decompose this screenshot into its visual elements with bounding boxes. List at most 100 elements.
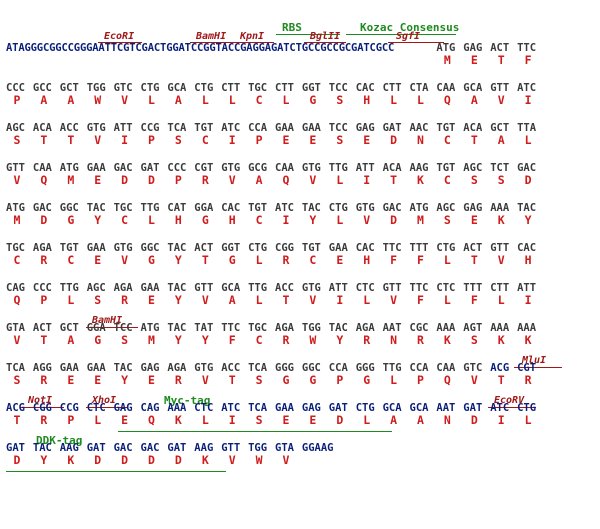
amino-acid: G <box>228 253 236 267</box>
amino-acid: Q <box>443 93 451 107</box>
amino-acid: R <box>201 173 209 187</box>
codon: GTG <box>355 202 375 214</box>
codon: TTG <box>328 162 348 174</box>
codon: TAC <box>32 442 52 454</box>
amino-acid: L <box>443 253 451 267</box>
amino-acid: T <box>13 413 21 427</box>
amino-acid: G <box>309 93 317 107</box>
amino-acid: Y <box>174 253 182 267</box>
amino-acid: E <box>148 373 155 387</box>
codon: GAT <box>463 402 483 414</box>
codon: GCT <box>59 82 79 94</box>
codon: GAC <box>113 162 133 174</box>
amino-acid: V <box>94 133 102 147</box>
codon: ATG <box>436 42 456 54</box>
codon: GTG <box>194 362 214 374</box>
codon: TAC <box>301 202 321 214</box>
codon: CAT <box>167 202 187 214</box>
codon: ACA <box>32 122 52 134</box>
amino-acid: V <box>309 173 317 187</box>
amino-acid: Y <box>174 293 182 307</box>
amino-acid: P <box>336 373 344 387</box>
amino-acid: H <box>228 213 236 227</box>
amino-acid: I <box>282 213 290 227</box>
amino-acid: V <box>121 253 129 267</box>
codon: TTC <box>221 322 241 334</box>
amino-acid: H <box>363 253 371 267</box>
bamhi-label-row8: BamHI <box>92 315 123 326</box>
amino-acid: R <box>524 373 532 387</box>
codon: GTT <box>382 282 402 294</box>
ecorv-label: EcoRV <box>494 395 525 406</box>
amino-acid: L <box>336 173 344 187</box>
codon: TCA <box>167 122 187 134</box>
amino-acid: D <box>13 453 21 467</box>
amino-acid: A <box>390 413 398 427</box>
amino-acid: I <box>524 93 532 107</box>
amino-acid: D <box>121 173 129 187</box>
codon: TGT <box>301 242 321 254</box>
amino-acid: S <box>255 413 263 427</box>
sgfi-label: SgfI <box>396 31 421 42</box>
codon: TGG <box>86 82 106 94</box>
codon: TGT <box>248 202 268 214</box>
codon: GAA <box>275 402 294 414</box>
amino-acid: L <box>282 93 290 107</box>
amino-acid: E <box>94 373 102 387</box>
amino-acid: L <box>363 413 371 427</box>
codon: TGT <box>194 122 214 134</box>
amino-acid: C <box>67 253 75 267</box>
amino-acid: K <box>443 333 451 347</box>
codon: ACC <box>221 362 241 374</box>
amino-acid: L <box>524 413 532 427</box>
amino-acid: C <box>255 333 263 347</box>
amino-acid: T <box>40 333 48 347</box>
codon: CCA <box>328 362 348 374</box>
amino-acid: M <box>417 213 424 227</box>
codon: TAC <box>517 202 537 214</box>
codon: TTG <box>140 202 160 214</box>
codon: CAA <box>436 82 456 94</box>
amino-acid: D <box>524 173 532 187</box>
codon: GAG <box>301 402 321 414</box>
codon: CCG <box>59 402 79 414</box>
codon: GAT <box>140 162 160 174</box>
amino-acid: V <box>201 373 209 387</box>
codon: TTG <box>382 362 402 374</box>
amino-acid: V <box>13 333 21 347</box>
amino-acid: C <box>255 93 263 107</box>
codon: CTG <box>194 82 214 94</box>
codon: TAC <box>167 242 187 254</box>
codon: CAC <box>221 202 241 214</box>
amino-acid: F <box>417 253 424 267</box>
amino-acid: F <box>417 293 424 307</box>
codon: TCA <box>6 362 25 374</box>
codon: GCT <box>490 122 510 134</box>
bglii-underline <box>304 42 346 43</box>
codon: CTG <box>355 402 375 414</box>
codon: GTC <box>113 82 133 94</box>
amino-acid: S <box>470 333 478 347</box>
amino-acid: V <box>228 173 236 187</box>
amino-acid: I <box>228 133 236 147</box>
amino-acid: S <box>497 173 505 187</box>
codon: AAC <box>409 122 429 134</box>
codon: GAG <box>463 42 483 54</box>
codon: TCC <box>113 322 133 334</box>
amino-acid: C <box>121 213 129 227</box>
amino-acid: A <box>67 93 75 107</box>
codon: AGC <box>6 122 25 134</box>
codon: CGG <box>275 242 294 254</box>
codon: GAT <box>328 402 348 414</box>
amino-acid: Q <box>282 173 290 187</box>
amino-acid: T <box>201 253 209 267</box>
codon: GCG <box>248 162 268 174</box>
amino-acid: V <box>201 293 209 307</box>
codon: ACT <box>490 42 510 54</box>
codon: GGC <box>301 362 321 374</box>
codon: GAA <box>301 122 321 134</box>
sequence-prefix: ATAGGGCGGCCGGGAATTCGTCGACTGGATCCGGTACCGA… <box>6 42 395 54</box>
codon: TAT <box>194 322 214 334</box>
amino-acid: K <box>174 413 182 427</box>
amino-acid: L <box>336 213 344 227</box>
